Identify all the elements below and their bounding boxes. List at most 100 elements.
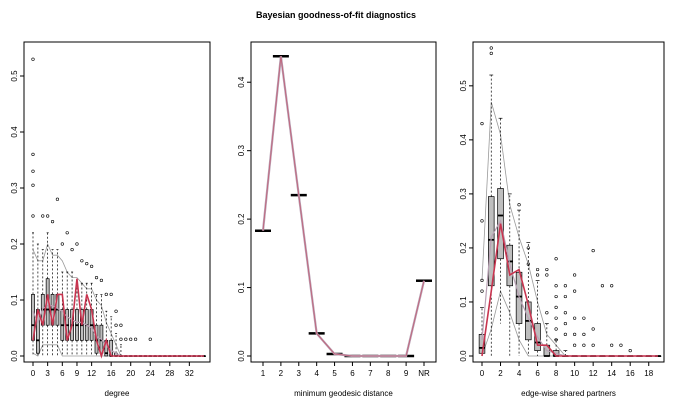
observed-line <box>262 56 425 357</box>
simulated-mean-line <box>261 56 426 358</box>
x-tick-label: 4 <box>517 369 522 378</box>
x-tick-label: 3 <box>297 369 302 378</box>
outlier-point <box>109 292 113 297</box>
lower-band-line <box>481 289 658 357</box>
outlier-point <box>148 337 152 341</box>
outlier-point <box>80 259 84 263</box>
x-tick-label: 8 <box>554 369 559 378</box>
x-tick-label: 7 <box>368 369 373 378</box>
simulated-mean-line <box>481 219 658 357</box>
outlier-point <box>554 257 558 261</box>
x-tick-label: 28 <box>165 369 174 378</box>
x-tick-label: NR <box>418 369 430 378</box>
outlier-point <box>480 122 484 126</box>
outlier-point <box>31 214 35 218</box>
outlier-point <box>582 343 586 347</box>
outlier-point <box>554 305 558 309</box>
x-tick-label: 32 <box>185 369 194 378</box>
x-tick-label: 9 <box>404 369 409 378</box>
y-tick-label: 0.1 <box>237 281 246 293</box>
outlier-point <box>526 246 530 250</box>
y-tick-label: 0.3 <box>237 145 246 157</box>
outlier-point <box>31 152 35 156</box>
outlier-point <box>563 321 567 326</box>
x-axis-label: edge-wise shared partners <box>521 389 616 398</box>
panel-2: 0.0 0.1 0.2 0.3 0.4 1 2 3 4 5 6 7 8 9 NR minimum geodes… <box>237 41 437 398</box>
outlier-point <box>134 337 138 341</box>
plot-frame <box>472 41 665 363</box>
x-tick-label: 6 <box>535 369 540 378</box>
outlier-point <box>582 332 586 336</box>
outlier-point <box>610 343 614 347</box>
x-tick-label: 6 <box>60 369 65 378</box>
x-tick-label: 12 <box>589 369 598 378</box>
y-tick-label: 0.1 <box>459 296 468 308</box>
outlier-point <box>545 273 549 277</box>
outlier-point <box>99 278 103 283</box>
outlier-point <box>119 337 123 341</box>
outlier-point <box>554 316 558 320</box>
y-tick-label: 0.4 <box>10 126 19 138</box>
y-tick-label: 0.0 <box>237 350 246 362</box>
x-tick-label: 3 <box>45 369 50 378</box>
x-tick-label: 10 <box>570 369 579 378</box>
outlier-point <box>55 197 60 201</box>
y-tick-label: 0.4 <box>237 76 246 88</box>
x-axis-label: degree <box>105 389 130 398</box>
x-axis-label: minimum geodesic distance <box>294 389 393 398</box>
outlier-point <box>60 242 64 246</box>
x-tick-label: 9 <box>75 369 80 378</box>
outlier-point <box>480 278 484 282</box>
y-tick-label: 0.1 <box>10 294 19 306</box>
x-tick-label: 12 <box>87 369 96 378</box>
outlier-point <box>119 323 123 327</box>
y-tick-label: 0.3 <box>10 182 19 194</box>
observed-line <box>481 223 658 357</box>
outlier-point <box>526 262 530 266</box>
outlier-point <box>41 214 45 218</box>
outlier-point <box>545 267 549 272</box>
outlier-point <box>104 292 108 297</box>
outlier-point <box>535 273 540 277</box>
x-tick-label: 8 <box>386 369 391 378</box>
outlier-point <box>90 264 94 269</box>
outlier-point <box>545 311 549 315</box>
x-tick-label: 20 <box>126 369 135 378</box>
x-tick-label: 16 <box>626 369 635 378</box>
outlier-point <box>480 219 484 223</box>
x-tick-label: 0 <box>31 369 36 378</box>
upper-band-line <box>481 101 658 357</box>
outlier-point <box>554 294 558 299</box>
outlier-point <box>563 311 567 315</box>
outlier-point <box>573 332 577 336</box>
plot-frame <box>23 41 211 363</box>
y-tick-label: 0.5 <box>10 70 19 82</box>
y-tick-label: 0.4 <box>459 134 468 146</box>
y-tick-label: 0.2 <box>459 242 468 254</box>
outlier-point <box>517 203 521 207</box>
outlier-point <box>114 323 118 327</box>
outlier-point <box>563 332 567 336</box>
panel-1: 0.0 0.1 0.2 0.3 0.4 0.5 0 3 6 9 12 16 20 24 28 32 degree <box>10 41 211 398</box>
x-tick-label: 24 <box>146 369 155 378</box>
x-tick-label: 6 <box>350 369 355 378</box>
outlier-point <box>573 343 577 347</box>
outlier-point <box>124 337 128 341</box>
outlier-point <box>535 267 540 272</box>
outlier-point <box>31 169 35 173</box>
outlier-point <box>46 214 50 218</box>
outlier-point <box>75 242 79 246</box>
outlier-point <box>573 316 577 320</box>
outlier-point <box>619 343 623 347</box>
y-tick-label: 0.2 <box>237 213 246 225</box>
outlier-point <box>31 183 35 187</box>
x-tick-label: 2 <box>498 369 503 378</box>
outlier-point <box>50 220 55 224</box>
x-tick-label: 16 <box>107 369 116 378</box>
outlier-point <box>563 284 567 288</box>
outlier-point <box>129 337 133 341</box>
outlier-point <box>554 327 558 331</box>
outlier-point <box>85 262 89 266</box>
x-tick-label: 14 <box>607 369 616 378</box>
outlier-point <box>31 57 35 61</box>
